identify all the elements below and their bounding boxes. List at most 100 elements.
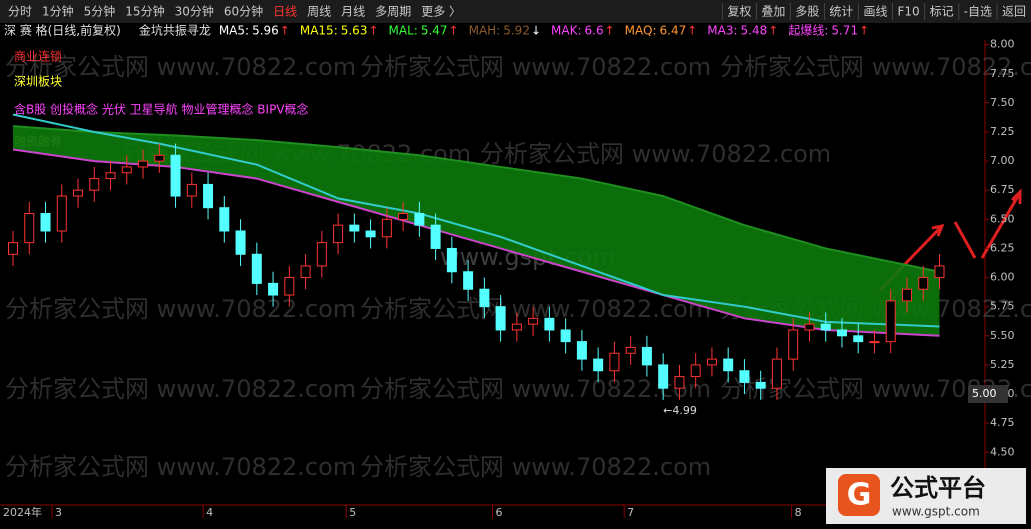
- y-tick-label: 4.50: [990, 445, 1015, 458]
- last-price-box: [968, 385, 1008, 404]
- y-tick-label: 6.75: [990, 183, 1015, 196]
- candle-body: [186, 183, 197, 197]
- candle-body: [788, 329, 799, 360]
- legend-name: MAH:: [469, 24, 501, 38]
- toolbar-item[interactable]: 30分钟: [175, 4, 214, 19]
- candle-body: [609, 352, 620, 372]
- candle-body: [251, 253, 262, 284]
- candle-body: [820, 323, 831, 331]
- candle-body: [674, 376, 685, 389]
- toolbar-item[interactable]: 1分钟: [42, 4, 74, 19]
- candle-body: [901, 288, 912, 302]
- toolbar-item[interactable]: 更多 〉: [421, 5, 461, 19]
- candle-body: [430, 224, 441, 249]
- candle-body: [625, 346, 636, 354]
- y-tick-label: 6.00: [990, 271, 1015, 284]
- candle-body: [8, 242, 19, 255]
- y-tick-label: 6.25: [990, 241, 1015, 254]
- candle-body: [268, 282, 279, 296]
- logo-url: www.gspt.com: [892, 505, 980, 519]
- candle-body: [365, 230, 376, 238]
- candle-body: [495, 306, 506, 331]
- toolbar-button[interactable]: 标记: [930, 5, 954, 19]
- y-tick-label: 7.75: [990, 67, 1015, 80]
- candle-body: [528, 317, 539, 325]
- candle-body: [138, 160, 149, 168]
- legend-value: 5.47: [421, 24, 448, 38]
- y-tick-label: 8.00: [990, 38, 1015, 51]
- y-tick-label: 6.50: [990, 212, 1015, 225]
- x-tick-label: 7: [627, 506, 634, 519]
- candle-body: [690, 364, 701, 378]
- toolbar-item[interactable]: 分时: [8, 5, 32, 19]
- legend-trend: ↑: [768, 24, 778, 38]
- toolbar-item[interactable]: 60分钟: [224, 4, 263, 19]
- last-price: 5.00: [972, 387, 997, 400]
- ma-line: [12, 113, 940, 328]
- arrows: [878, 188, 1022, 292]
- watermark: 分析家公式网 www.70822.com: [5, 53, 356, 81]
- candle-body: [771, 358, 782, 389]
- y-tick-label: 7.00: [990, 154, 1015, 167]
- sector-tag: 商业连锁: [14, 49, 62, 64]
- legend-trend: ↑: [859, 24, 869, 38]
- legend-name: MA5:: [219, 24, 249, 38]
- candle-body: [869, 341, 880, 344]
- x-tick-label: 5: [349, 506, 356, 519]
- candle-body: [446, 247, 457, 273]
- y-tick-label: 5.50: [990, 329, 1015, 342]
- candle-body: [40, 213, 51, 232]
- candle-body: [723, 358, 734, 372]
- x-tick-label: 3: [55, 506, 62, 519]
- logo-name: 公式平台: [890, 474, 986, 502]
- legend-name: MAK:: [551, 24, 581, 38]
- candle-body: [918, 277, 929, 290]
- toolbar-button[interactable]: -自选: [964, 5, 992, 19]
- ma-line: [12, 125, 940, 273]
- sector-tag: 深圳板块: [14, 75, 62, 89]
- watermark: 分析家公式网 www.70822.com: [360, 375, 711, 403]
- candle-body: [203, 183, 214, 209]
- legend-trend: ↓: [531, 24, 541, 38]
- legend-trend: ↑: [368, 24, 378, 38]
- toolbar-item[interactable]: 周线: [307, 5, 331, 19]
- legend-trend: ↑: [687, 24, 697, 38]
- legend-name: MA3:: [707, 24, 737, 38]
- x-start-label: 2024年: [3, 505, 42, 519]
- watermark: 分析家公式网 www.70822.com: [480, 140, 831, 168]
- watermark: 分析家公式网 www.70822.com: [720, 53, 1031, 81]
- legend-value: 5.92: [503, 24, 530, 38]
- legend-trend: ↑: [605, 24, 615, 38]
- watermark: 分析家公式网 www.70822.com: [5, 295, 356, 323]
- toolbar-button[interactable]: 叠加: [761, 5, 785, 19]
- toolbar-button[interactable]: 返回: [1002, 5, 1026, 19]
- chart-title: 深 赛 格(日线,前复权): [4, 23, 121, 38]
- toolbar-button[interactable]: 统计: [829, 5, 853, 19]
- candle-body: [284, 277, 295, 296]
- candle-body: [121, 166, 132, 174]
- toolbar-item[interactable]: 多周期: [375, 5, 411, 19]
- candle-body: [576, 341, 587, 360]
- toolbar-button[interactable]: 多股: [795, 5, 819, 19]
- candle-body: [479, 288, 490, 308]
- candle-body: [300, 265, 311, 279]
- legend-name: MA15:: [300, 24, 338, 38]
- toolbar-button[interactable]: F10: [897, 5, 919, 19]
- candle-body: [836, 329, 847, 337]
- low-value: 4.99: [672, 404, 697, 417]
- candle-body: [885, 300, 896, 343]
- logo-glyph: G: [847, 478, 872, 513]
- toolbar-button[interactable]: 复权: [727, 5, 751, 19]
- y-tick-label: 7.50: [990, 96, 1015, 109]
- x-tick-label: 8: [795, 506, 802, 519]
- x-tick-label: 6: [496, 506, 503, 519]
- toolbar-item[interactable]: 5分钟: [84, 4, 116, 19]
- toolbar-item[interactable]: 日线: [273, 5, 297, 19]
- toolbar-item[interactable]: 15分钟: [125, 4, 164, 19]
- candle-body: [381, 218, 392, 238]
- legend-trend: ↑: [280, 24, 290, 38]
- watermark: 分析家公式网 www.70822.com: [360, 453, 711, 481]
- toolbar-button[interactable]: 画线: [863, 5, 887, 19]
- candle-body: [706, 358, 717, 366]
- toolbar-item[interactable]: 月线: [341, 5, 365, 19]
